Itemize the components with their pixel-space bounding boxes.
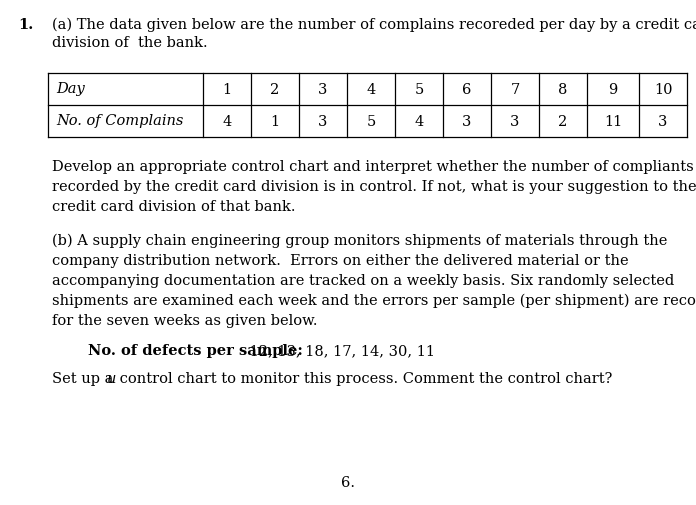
Text: 4: 4	[366, 83, 376, 97]
Text: 3: 3	[658, 115, 667, 129]
Text: 2: 2	[558, 115, 568, 129]
Text: 1: 1	[223, 83, 232, 97]
Text: shipments are examined each week and the errors per sample (per shipment) are re: shipments are examined each week and the…	[52, 293, 696, 308]
Text: credit card division of that bank.: credit card division of that bank.	[52, 199, 296, 214]
Text: u: u	[107, 371, 116, 385]
Text: 2: 2	[270, 83, 280, 97]
Text: 7: 7	[510, 83, 520, 97]
Text: 4: 4	[414, 115, 424, 129]
Text: 6.: 6.	[341, 475, 355, 489]
Text: accompanying documentation are tracked on a weekly basis. Six randomly selected: accompanying documentation are tracked o…	[52, 274, 674, 287]
Text: control chart to monitor this process. Comment the control chart?: control chart to monitor this process. C…	[115, 371, 612, 385]
Text: 3: 3	[462, 115, 472, 129]
Text: 6: 6	[462, 83, 472, 97]
Text: 9: 9	[608, 83, 617, 97]
Text: 1.: 1.	[18, 18, 33, 32]
Text: company distribution network.  Errors on either the delivered material or the: company distribution network. Errors on …	[52, 254, 628, 268]
Text: for the seven weeks as given below.: for the seven weeks as given below.	[52, 314, 317, 327]
Text: Set up a: Set up a	[52, 371, 118, 385]
Text: 10: 10	[654, 83, 672, 97]
Text: 4: 4	[223, 115, 232, 129]
Text: 5: 5	[414, 83, 424, 97]
Text: Day: Day	[56, 82, 85, 96]
Text: Develop an appropriate control chart and interpret whether the number of complia: Develop an appropriate control chart and…	[52, 160, 694, 174]
Text: No. of defects per sample:: No. of defects per sample:	[88, 343, 303, 358]
Text: 1: 1	[271, 115, 280, 129]
Text: 3: 3	[318, 83, 328, 97]
Text: (b) A supply chain engineering group monitors shipments of materials through the: (b) A supply chain engineering group mon…	[52, 233, 667, 248]
Text: 3: 3	[510, 115, 520, 129]
Text: 3: 3	[318, 115, 328, 129]
Text: 11: 11	[604, 115, 622, 129]
Text: recorded by the credit card division is in control. If not, what is your suggest: recorded by the credit card division is …	[52, 180, 696, 193]
Text: 5: 5	[366, 115, 376, 129]
Text: 8: 8	[558, 83, 568, 97]
Text: division of  the bank.: division of the bank.	[52, 36, 207, 50]
Text: No. of Complains: No. of Complains	[56, 114, 183, 128]
Text: 12, 13, 18, 17, 14, 30, 11: 12, 13, 18, 17, 14, 30, 11	[245, 343, 435, 358]
Text: (a) The data given below are the number of complains recoreded per day by a cred: (a) The data given below are the number …	[52, 18, 696, 32]
